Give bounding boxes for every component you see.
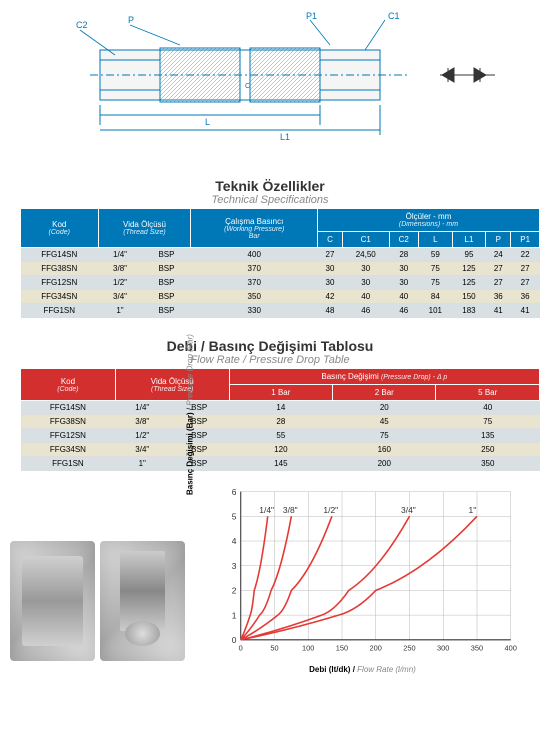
svg-text:3/4": 3/4" bbox=[401, 505, 416, 515]
svg-text:4: 4 bbox=[232, 536, 237, 546]
coupling-socket-photo bbox=[10, 541, 95, 661]
svg-text:3/8": 3/8" bbox=[283, 505, 298, 515]
table-row: FFG38SN3/8"BSP370303030751252727 bbox=[21, 262, 540, 276]
svg-text:1": 1" bbox=[469, 505, 477, 515]
svg-text:200: 200 bbox=[370, 643, 382, 652]
label-p1: P1 bbox=[306, 11, 317, 21]
table-row: FFG34SN3/4"BSP120160250 bbox=[21, 443, 540, 457]
table-row: FFG12SN1/2"BSP5575135 bbox=[21, 429, 540, 443]
svg-text:400: 400 bbox=[505, 643, 517, 652]
label-p: P bbox=[128, 15, 134, 25]
svg-text:0: 0 bbox=[239, 643, 243, 652]
coupling-plug-photo bbox=[100, 541, 185, 661]
svg-text:1/4": 1/4" bbox=[259, 505, 274, 515]
label-c: C bbox=[245, 83, 250, 90]
svg-text:150: 150 bbox=[336, 643, 348, 652]
label-c1: C1 bbox=[388, 11, 400, 21]
specs-table: Kod(Code) Vida Ölçüsü(Thread Size) Çalış… bbox=[20, 208, 540, 318]
specs-title: Teknik Özellikler Technical Specificatio… bbox=[0, 178, 540, 206]
svg-text:250: 250 bbox=[403, 643, 415, 652]
label-l: L bbox=[205, 117, 210, 127]
flow-table: Kod(Code) Vida Ölçüsü(Thread Size) Basın… bbox=[20, 368, 540, 471]
svg-text:50: 50 bbox=[270, 643, 278, 652]
table-row: FFG12SN1/2"BSP370303030751252727 bbox=[21, 276, 540, 290]
svg-text:300: 300 bbox=[437, 643, 449, 652]
svg-text:350: 350 bbox=[471, 643, 483, 652]
pressure-drop-chart: Basınç Değişimi (Bar) / Pressure Drop (B… bbox=[195, 481, 530, 661]
svg-text:3: 3 bbox=[232, 561, 237, 571]
svg-text:5: 5 bbox=[232, 511, 237, 521]
table-row: FFG1SN1"BSP145200350 bbox=[21, 457, 540, 471]
svg-text:2: 2 bbox=[232, 586, 237, 596]
label-l1: L1 bbox=[280, 132, 290, 142]
table-row: FFG38SN3/8"BSP284575 bbox=[21, 415, 540, 429]
table-row: FFG14SN1/4"BSP4002724,502859952422 bbox=[21, 248, 540, 262]
svg-text:1/2": 1/2" bbox=[323, 505, 338, 515]
product-photos bbox=[10, 541, 185, 661]
flow-title: Debi / Basınç Değişimi Tablosu Flow Rate… bbox=[0, 338, 540, 366]
svg-text:1: 1 bbox=[232, 610, 237, 620]
svg-text:100: 100 bbox=[302, 643, 314, 652]
svg-text:6: 6 bbox=[232, 487, 237, 497]
table-row: FFG34SN3/4"BSP350424040841503636 bbox=[21, 290, 540, 304]
table-row: FFG14SN1/4"BSP142040 bbox=[21, 401, 540, 415]
technical-drawing: P C2 P1 C1 L L1 C bbox=[0, 0, 540, 170]
label-c2: C2 bbox=[76, 20, 88, 30]
table-row: FFG1SN1"BSP3304846461011834141 bbox=[21, 304, 540, 318]
svg-text:0: 0 bbox=[232, 635, 237, 645]
